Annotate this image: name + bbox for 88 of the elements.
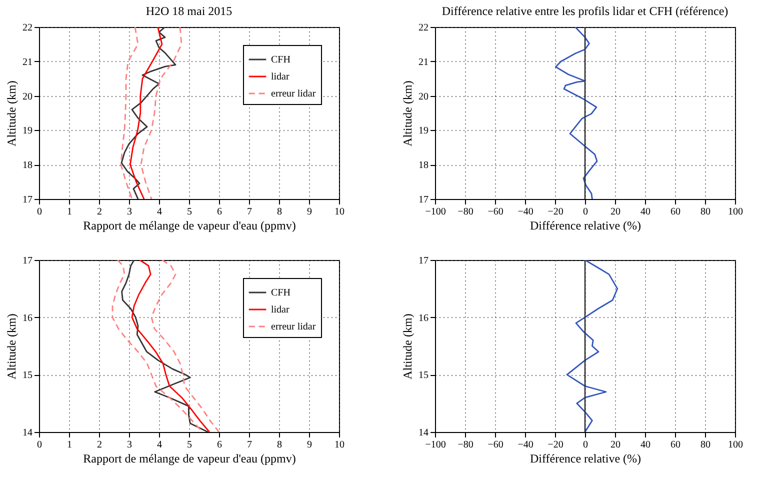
y-tick-label: 17: [418, 256, 428, 266]
x-tick-label: −80: [458, 440, 474, 450]
line-series: [120, 27, 139, 199]
line-series: [112, 260, 204, 432]
x-tick-label: −60: [488, 206, 504, 218]
x-tick-label: 100: [728, 206, 743, 218]
line-series: [130, 27, 163, 199]
x-tick-label: 0: [583, 440, 588, 450]
x-tick-label: 40: [640, 206, 650, 218]
chart-title: Différence relative entre les profils lidar et CFH (référence): [442, 4, 728, 18]
y-tick-label: 18: [22, 160, 32, 172]
x-tick-label: 1: [67, 206, 72, 218]
x-tick-label: 7: [247, 440, 252, 450]
y-tick-label: 14: [22, 428, 32, 438]
x-tick-label: 4: [157, 440, 162, 450]
y-axis-title: Altitude (km): [4, 314, 18, 380]
x-axis-title: Rapport de mélange de vapeur d'eau (ppmv): [83, 452, 296, 466]
y-tick-label: 22: [418, 22, 428, 34]
line-series: [120, 27, 176, 199]
y-tick-label: 21: [22, 56, 32, 68]
x-tick-label: 20: [610, 440, 620, 450]
x-tick-label: 4: [157, 206, 162, 218]
x-tick-label: 5: [187, 440, 192, 450]
x-tick-label: 60: [670, 440, 680, 450]
y-tick-label: 19: [418, 126, 428, 137]
x-axis-title: Différence relative (%): [530, 452, 642, 466]
x-tick-label: 100: [728, 440, 743, 450]
line-series: [140, 27, 182, 199]
y-tick-label: 14: [418, 428, 428, 438]
y-tick-label: 16: [22, 312, 32, 324]
line-series: [150, 260, 220, 432]
x-tick-label: −100: [425, 440, 446, 450]
x-tick-label: −60: [488, 440, 504, 450]
line-series: [555, 27, 598, 199]
x-tick-label: 80: [700, 440, 710, 450]
x-tick-label: 20: [610, 206, 620, 218]
x-tick-label: 3: [127, 440, 132, 450]
y-tick-label: 17: [22, 256, 32, 266]
y-axis-title: Altitude (km): [400, 314, 414, 380]
y-tick-label: 21: [418, 56, 428, 68]
y-tick-label: 15: [22, 370, 32, 382]
x-tick-label: 40: [640, 440, 650, 450]
legend-label: lidar: [271, 304, 290, 316]
x-tick-label: 80: [700, 206, 710, 218]
y-tick-label: 15: [418, 370, 428, 382]
y-tick-label: 19: [22, 126, 32, 137]
x-tick-label: 60: [670, 206, 680, 218]
x-tick-label: 6: [217, 206, 222, 218]
x-tick-label: 8: [277, 206, 282, 218]
legend-label: CFH: [271, 288, 290, 298]
y-tick-label: 20: [418, 91, 428, 102]
x-tick-label: −80: [458, 206, 474, 218]
x-tick-label: 1: [67, 440, 72, 450]
legend-label: lidar: [271, 72, 290, 82]
legend-label: erreur lidar: [271, 88, 316, 100]
y-tick-label: 22: [22, 22, 32, 34]
y-tick-label: 18: [418, 160, 428, 172]
y-tick-label: 16: [418, 312, 428, 324]
x-tick-label: 6: [217, 440, 222, 450]
x-tick-label: 10: [334, 440, 344, 450]
x-tick-label: 8: [277, 440, 282, 450]
x-tick-label: −20: [548, 206, 564, 218]
y-tick-label: 20: [22, 91, 32, 102]
y-axis-title: Altitude (km): [4, 80, 18, 146]
x-tick-label: 3: [127, 206, 132, 218]
x-tick-label: 2: [97, 206, 102, 218]
x-tick-label: 10: [334, 206, 344, 218]
y-tick-label: 17: [22, 194, 32, 206]
x-tick-label: 9: [307, 440, 312, 450]
chart-title: H2O 18 mai 2015: [146, 4, 232, 18]
x-tick-label: 0: [37, 440, 42, 450]
x-tick-label: −40: [518, 440, 534, 450]
x-tick-label: 2: [97, 440, 102, 450]
y-tick-label: 17: [418, 194, 428, 206]
x-axis-title: Différence relative (%): [530, 218, 642, 232]
legend-label: erreur lidar: [271, 322, 316, 332]
x-tick-label: 9: [307, 206, 312, 218]
x-tick-label: −40: [518, 206, 534, 218]
line-series: [566, 260, 618, 432]
x-tick-label: −20: [548, 440, 564, 450]
legend-label: CFH: [271, 54, 290, 66]
y-axis-title: Altitude (km): [400, 80, 414, 146]
x-tick-label: −100: [425, 206, 446, 218]
x-tick-label: 0: [583, 206, 588, 218]
x-tick-label: 0: [37, 206, 42, 218]
x-axis-title: Rapport de mélange de vapeur d'eau (ppmv): [83, 218, 296, 232]
x-tick-label: 5: [187, 206, 192, 218]
x-tick-label: 7: [247, 206, 252, 218]
